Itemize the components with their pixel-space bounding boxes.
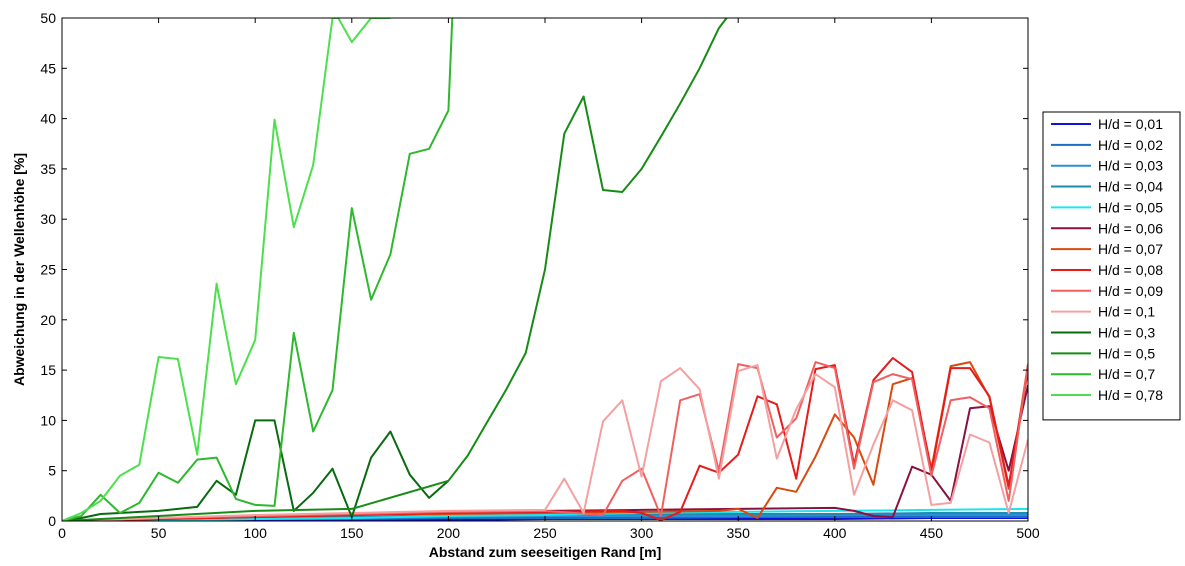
- legend-label: H/d = 0,3: [1098, 325, 1155, 341]
- legend-label: H/d = 0,03: [1098, 158, 1163, 174]
- x-tick-label: 200: [437, 525, 461, 541]
- legend-label: H/d = 0,1: [1098, 304, 1155, 320]
- x-tick-label: 300: [630, 525, 654, 541]
- x-tick-label: 100: [244, 525, 268, 541]
- y-tick-label: 5: [48, 463, 56, 479]
- x-tick-label: 50: [151, 525, 167, 541]
- legend-label: H/d = 0,04: [1098, 179, 1163, 195]
- legend: H/d = 0,01 H/d = 0,02 H/d = 0,03 H/d = 0,04…: [1042, 111, 1181, 421]
- y-tick-label: 50: [40, 10, 56, 26]
- y-tick-label: 40: [40, 111, 56, 127]
- x-tick-label: 350: [727, 525, 751, 541]
- x-tick-label: 450: [920, 525, 944, 541]
- y-tick-label: 20: [40, 312, 56, 328]
- legend-label: H/d = 0,02: [1098, 137, 1163, 153]
- series-line-9: [62, 364, 1028, 521]
- x-tick-label: 250: [533, 525, 557, 541]
- x-tick-label: 500: [1016, 525, 1040, 541]
- x-tick-label: 0: [58, 525, 66, 541]
- y-tick-label: 10: [40, 412, 56, 428]
- y-tick-label: 0: [48, 513, 56, 529]
- series-line-11: [62, 18, 728, 521]
- legend-label: H/d = 0,07: [1098, 241, 1163, 257]
- series-line-13: [62, 18, 391, 521]
- x-axis: 0 50 100 150 200 250 300 350 400 450 500: [58, 18, 1040, 541]
- series-line-10: [62, 419, 450, 521]
- x-tick-label: 400: [823, 525, 847, 541]
- legend-label: H/d = 0,7: [1098, 366, 1155, 382]
- x-tick-label: 150: [340, 525, 364, 541]
- legend-label: H/d = 0,5: [1098, 345, 1155, 361]
- y-tick-label: 15: [40, 362, 56, 378]
- legend-label: H/d = 0,05: [1098, 199, 1163, 215]
- y-tick-label: 30: [40, 211, 56, 227]
- legend-label: H/d = 0,78: [1098, 387, 1163, 403]
- y-tick-label: 35: [40, 161, 56, 177]
- legend-box: [1042, 111, 1181, 421]
- legend-label: H/d = 0,08: [1098, 262, 1163, 278]
- x-axis-label: Abstand zum seeseitigen Rand [m]: [429, 544, 662, 560]
- legend-label: H/d = 0,06: [1098, 220, 1163, 236]
- legend-label: H/d = 0,01: [1098, 116, 1163, 132]
- y-axis-label: Abweichung in der Wellenhöhe [%]: [11, 153, 27, 386]
- y-axis: 0 5 10 15 20 25 30 35 40 45 50: [40, 10, 1028, 529]
- legend-label: H/d = 0,09: [1098, 283, 1163, 299]
- y-tick-label: 25: [40, 262, 56, 278]
- y-tick-label: 45: [40, 60, 56, 76]
- series-line-12: [62, 18, 454, 521]
- series-line-4: [62, 507, 1028, 521]
